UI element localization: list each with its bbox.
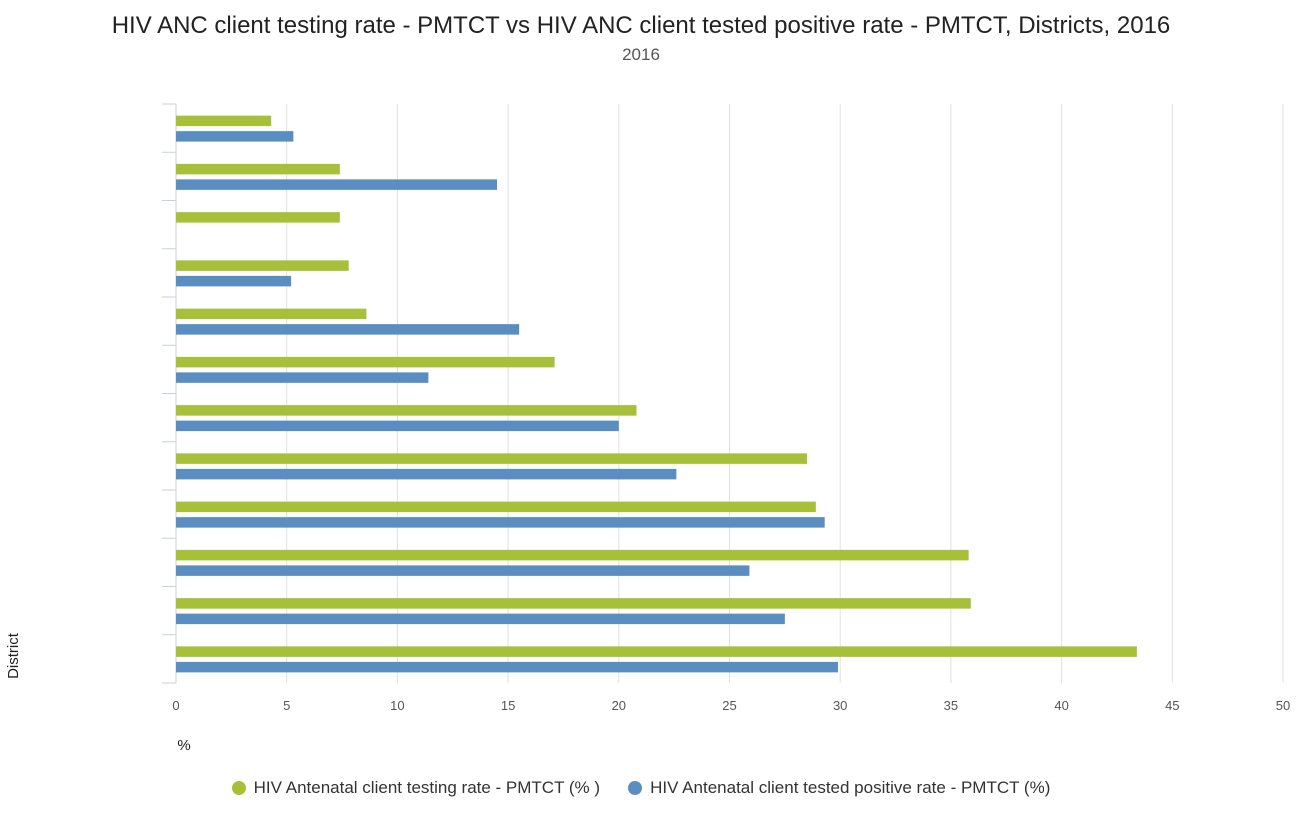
bar <box>176 131 294 142</box>
bar <box>176 646 1137 657</box>
bar <box>176 260 349 271</box>
x-tick-label: 15 <box>501 698 515 713</box>
legend-label-testing-rate: HIV Antenatal client testing rate - PMTC… <box>253 778 601 797</box>
x-tick-label: 30 <box>833 698 847 713</box>
legend-label-positive-rate: HIV Antenatal client tested positive rat… <box>650 778 1051 797</box>
bar <box>176 405 637 416</box>
y-axis-title: District <box>5 632 22 679</box>
bar <box>176 163 340 175</box>
chart-subtitle: 2016 <box>622 45 660 64</box>
bar <box>176 565 750 576</box>
x-tick-label: 0 <box>172 698 179 713</box>
x-tick-label: 20 <box>612 698 626 713</box>
bar <box>176 468 677 480</box>
legend-dot-testing-rate <box>231 781 246 795</box>
x-tick-label: 25 <box>722 698 736 713</box>
bar <box>176 372 429 383</box>
x-axis-title: % <box>177 737 190 754</box>
legend: HIV Antenatal client testing rate - PMTC… <box>0 778 1282 798</box>
legend-dot-positive-rate <box>628 781 643 795</box>
bar <box>176 179 498 190</box>
x-tick-label: 5 <box>283 698 290 713</box>
x-tick-label: 45 <box>1165 698 1179 713</box>
bar <box>176 501 816 513</box>
bar <box>176 115 272 127</box>
bar <box>176 598 971 609</box>
x-tick-label: 40 <box>1054 698 1068 713</box>
bar <box>176 517 825 528</box>
bar <box>176 275 292 287</box>
bar <box>176 453 807 464</box>
bar <box>176 549 969 561</box>
x-tick-label: 35 <box>944 698 958 713</box>
bar <box>176 308 367 320</box>
bar <box>176 356 555 368</box>
bar <box>176 324 520 335</box>
chart-title: HIV ANC client testing rate - PMTCT vs H… <box>111 12 1171 39</box>
bar <box>176 212 340 223</box>
bar <box>176 661 838 673</box>
legend-item-testing-rate[interactable]: HIV Antenatal client testing rate - PMTC… <box>231 778 601 798</box>
bar <box>176 613 785 625</box>
bar <box>176 420 619 432</box>
x-tick-label: 50 <box>1276 698 1290 713</box>
x-tick-label: 10 <box>390 698 404 713</box>
legend-item-positive-rate[interactable]: HIV Antenatal client tested positive rat… <box>628 778 1050 798</box>
